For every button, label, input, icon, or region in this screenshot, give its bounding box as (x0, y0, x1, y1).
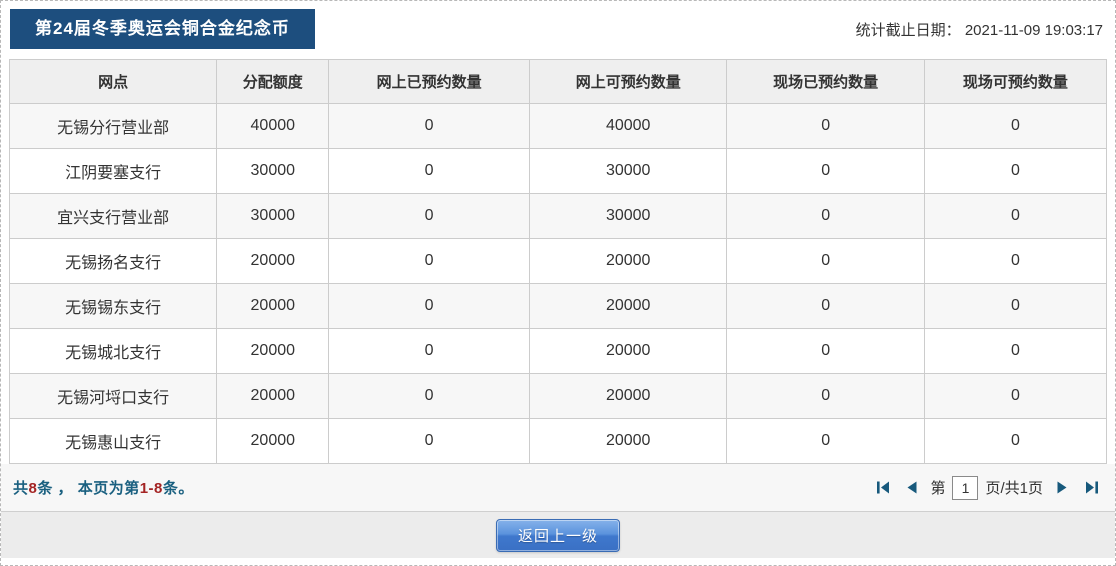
page-label-before: 第 (930, 480, 946, 497)
column-header: 网上已预约数量 (328, 59, 530, 104)
table-cell: 30000 (528, 193, 728, 239)
summary-suffix: 条。 (162, 480, 194, 497)
stats-cutoff-datetime: 2021-11-09 19:03:17 (964, 21, 1103, 39)
table-cell: 0 (923, 103, 1108, 149)
top-bar: 第24届冬季奥运会铜合金纪念币 统计截止日期： 2021-11-09 19:03… (1, 1, 1115, 49)
next-page-icon[interactable] (1053, 479, 1071, 497)
table-row: 宜兴支行营业部 30000 0 30000 0 0 (8, 193, 1108, 239)
table-cell: 0 (726, 193, 925, 239)
pagination: 第 页/共1页 (874, 475, 1101, 500)
table-cell: 0 (923, 373, 1108, 419)
footer-bar: 共8条 ， 本页为第1-8条。 第 页/共1页 (1, 464, 1115, 512)
table-row: 无锡河埒口支行 20000 0 20000 0 0 (8, 373, 1108, 419)
table-cell: 无锡城北支行 (8, 328, 218, 374)
table-cell: 0 (726, 328, 925, 374)
table-cell: 0 (923, 238, 1108, 284)
column-header: 网点 (8, 59, 218, 104)
table-row: 无锡城北支行 20000 0 20000 0 0 (8, 328, 1108, 374)
table-cell: 0 (923, 418, 1108, 464)
table-cell: 30000 (216, 148, 330, 194)
table-cell: 30000 (528, 148, 728, 194)
column-header: 分配额度 (216, 59, 330, 104)
stats-cutoff-label: 统计截止日期： (855, 21, 961, 39)
table-row: 无锡惠山支行 20000 0 20000 0 0 (8, 418, 1108, 464)
table-cell: 0 (328, 418, 530, 464)
table-cell: 无锡锡东支行 (8, 283, 218, 329)
table-cell: 40000 (216, 103, 330, 149)
table-cell: 20000 (216, 373, 330, 419)
table-row: 无锡扬名支行 20000 0 20000 0 0 (8, 238, 1108, 284)
table-cell: 0 (726, 418, 925, 464)
table-cell: 0 (328, 148, 530, 194)
table-cell: 20000 (528, 238, 728, 284)
table-cell: 0 (726, 373, 925, 419)
summary-total-count: 8 (28, 480, 38, 497)
table-cell: 20000 (528, 418, 728, 464)
last-page-icon[interactable] (1083, 479, 1101, 497)
summary-range: 1-8 (139, 480, 163, 497)
table-cell: 0 (328, 328, 530, 374)
table-wrap: 网点 分配额度 网上已预约数量 网上可预约数量 现场已预约数量 现场可预约数量 无锡分行营… (1, 49, 1115, 464)
table-row: 无锡锡东支行 20000 0 20000 0 0 (8, 283, 1108, 329)
table-cell: 无锡惠山支行 (8, 418, 218, 464)
table-cell: 20000 (528, 328, 728, 374)
table-cell: 0 (726, 103, 925, 149)
table-cell: 0 (328, 283, 530, 329)
table-cell: 无锡扬名支行 (8, 238, 218, 284)
column-header: 现场已预约数量 (726, 59, 925, 104)
summary-prefix: 共 (13, 480, 29, 497)
page-title: 第24届冬季奥运会铜合金纪念币 (10, 9, 315, 49)
table-cell: 30000 (216, 193, 330, 239)
table-cell: 20000 (216, 283, 330, 329)
table-cell: 0 (923, 193, 1108, 239)
table-cell: 宜兴支行营业部 (8, 193, 218, 239)
table-body: 无锡分行营业部 40000 0 40000 0 0 江阴要塞支行 30000 0 30000 0 0 宜… (8, 103, 1108, 464)
table-cell: 20000 (528, 283, 728, 329)
column-header: 网上可预约数量 (528, 59, 728, 104)
record-count-summary: 共8条 ， 本页为第1-8条。 (13, 477, 194, 498)
table-cell: 0 (726, 148, 925, 194)
table-cell: 0 (328, 193, 530, 239)
table-cell: 20000 (216, 328, 330, 374)
column-header: 现场可预约数量 (923, 59, 1108, 104)
table-cell: 20000 (216, 238, 330, 284)
table-header-row: 网点 分配额度 网上已预约数量 网上可预约数量 现场已预约数量 现场可预约数量 (8, 59, 1108, 104)
first-page-icon[interactable] (874, 479, 892, 497)
table-cell: 20000 (216, 418, 330, 464)
table-cell: 无锡河埒口支行 (8, 373, 218, 419)
table-cell: 0 (726, 238, 925, 284)
table-cell: 江阴要塞支行 (8, 148, 218, 194)
table-cell: 0 (726, 283, 925, 329)
stats-cutoff: 统计截止日期： 2021-11-09 19:03:17 (856, 19, 1107, 40)
page-number-input[interactable] (952, 475, 979, 500)
prev-page-icon[interactable] (902, 479, 920, 497)
back-button[interactable]: 返回上一级 (495, 518, 620, 552)
table-row: 江阴要塞支行 30000 0 30000 0 0 (8, 148, 1108, 194)
table-cell: 0 (923, 283, 1108, 329)
table-cell: 0 (328, 373, 530, 419)
table-cell: 0 (923, 148, 1108, 194)
table-cell: 无锡分行营业部 (8, 103, 218, 149)
branch-quota-table: 网点 分配额度 网上已预约数量 网上可预约数量 现场已预约数量 现场可预约数量 无锡分行营… (8, 59, 1108, 464)
table-cell: 0 (328, 238, 530, 284)
page-label-after: 页/共1页 (985, 480, 1043, 497)
bottom-strip: 返回上一级 (1, 512, 1115, 558)
table-cell: 20000 (528, 373, 728, 419)
summary-middle: 条 ， 本页为第 (37, 480, 140, 497)
table-cell: 40000 (528, 103, 728, 149)
table-cell: 0 (923, 328, 1108, 374)
table-cell: 0 (328, 103, 530, 149)
table-row: 无锡分行营业部 40000 0 40000 0 0 (8, 103, 1108, 149)
